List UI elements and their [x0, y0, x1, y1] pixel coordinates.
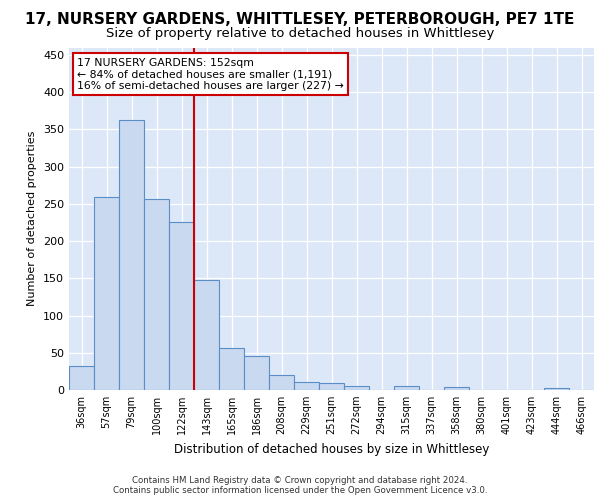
Bar [244, 356, 269, 390]
Bar [119, 120, 144, 390]
Bar [294, 382, 319, 390]
Bar [194, 280, 219, 390]
Bar [219, 348, 244, 390]
Bar [444, 387, 469, 390]
Y-axis label: Number of detached properties: Number of detached properties [28, 131, 37, 306]
Bar [394, 386, 419, 390]
Bar [269, 375, 294, 390]
Bar [144, 200, 169, 390]
Bar [544, 388, 569, 390]
Bar [319, 382, 344, 390]
Text: Size of property relative to detached houses in Whittlesey: Size of property relative to detached ho… [106, 28, 494, 40]
Text: 17, NURSERY GARDENS, WHITTLESEY, PETERBOROUGH, PE7 1TE: 17, NURSERY GARDENS, WHITTLESEY, PETERBO… [25, 12, 575, 28]
Bar [344, 386, 369, 390]
Bar [69, 366, 94, 390]
Text: Contains HM Land Registry data © Crown copyright and database right 2024.
Contai: Contains HM Land Registry data © Crown c… [113, 476, 487, 495]
Bar [169, 222, 194, 390]
Text: 17 NURSERY GARDENS: 152sqm
← 84% of detached houses are smaller (1,191)
16% of s: 17 NURSERY GARDENS: 152sqm ← 84% of deta… [77, 58, 344, 91]
Bar [94, 197, 119, 390]
X-axis label: Distribution of detached houses by size in Whittlesey: Distribution of detached houses by size … [174, 442, 489, 456]
